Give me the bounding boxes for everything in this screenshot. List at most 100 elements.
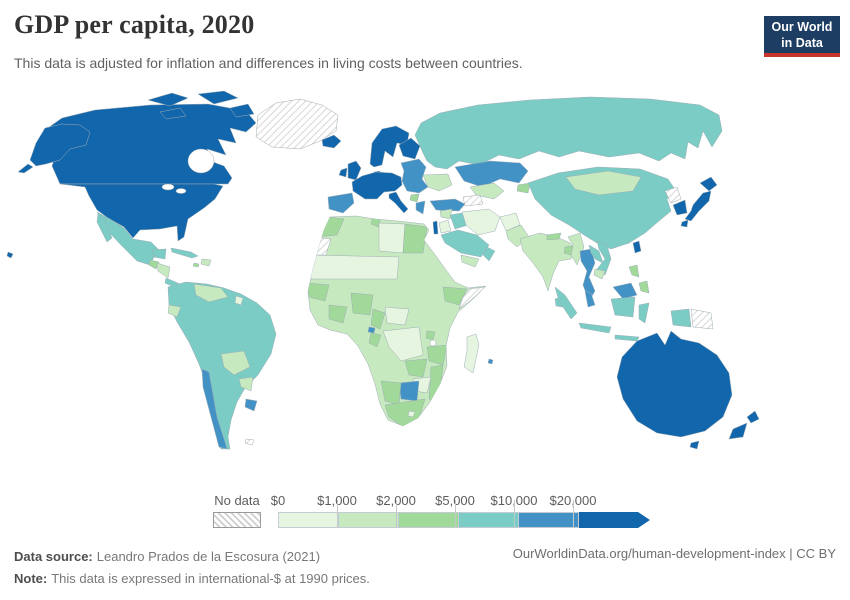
region-iberia[interactable] bbox=[327, 192, 355, 214]
region-iran[interactable] bbox=[461, 208, 501, 236]
region-ethiopia[interactable] bbox=[442, 286, 468, 306]
region-oman[interactable] bbox=[482, 246, 496, 262]
region-honduras-nicaragua[interactable] bbox=[156, 262, 171, 279]
hudson-bay bbox=[187, 148, 215, 174]
region-afghanistan[interactable] bbox=[499, 212, 521, 232]
region-kyrgyzstan-tajikistan[interactable] bbox=[516, 182, 531, 194]
region-greece[interactable] bbox=[415, 200, 426, 215]
owid-logo[interactable]: Our World in Data bbox=[764, 16, 840, 57]
region-russia[interactable] bbox=[414, 96, 723, 170]
region-lesotho[interactable] bbox=[407, 410, 416, 418]
legend-bin-5[interactable] bbox=[579, 512, 650, 528]
region-italy[interactable] bbox=[388, 191, 409, 214]
region-ecuador[interactable] bbox=[167, 304, 182, 318]
region-united-kingdom[interactable] bbox=[347, 160, 362, 181]
region-paraguay[interactable] bbox=[238, 376, 254, 392]
region-alaska[interactable] bbox=[17, 123, 91, 174]
logo-accent-bar bbox=[764, 53, 840, 57]
region-venezuela[interactable] bbox=[193, 283, 229, 303]
region-sahel[interactable] bbox=[308, 254, 400, 280]
region-gabon[interactable] bbox=[368, 332, 382, 348]
region-western-europe[interactable] bbox=[351, 171, 403, 200]
region-chile[interactable] bbox=[201, 368, 228, 450]
region-tasmania[interactable] bbox=[689, 440, 700, 450]
region-guatemala[interactable] bbox=[148, 259, 160, 270]
region-egypt[interactable] bbox=[402, 223, 428, 254]
region-bolivia[interactable] bbox=[220, 350, 251, 376]
region-finland[interactable] bbox=[398, 137, 421, 160]
legend-bin-0[interactable] bbox=[278, 512, 339, 528]
region-myanmar[interactable] bbox=[567, 232, 585, 266]
region-libya[interactable] bbox=[378, 222, 406, 254]
region-jordan[interactable] bbox=[438, 219, 452, 234]
lake-victoria bbox=[429, 339, 437, 347]
legend-no-data-swatch[interactable] bbox=[213, 512, 261, 528]
region-south-korea[interactable] bbox=[672, 199, 688, 216]
region-india[interactable] bbox=[519, 232, 577, 292]
region-mauritius[interactable] bbox=[487, 358, 494, 365]
region-greenland[interactable] bbox=[255, 98, 339, 150]
region-laos[interactable] bbox=[588, 244, 604, 264]
region-malaysia[interactable] bbox=[584, 282, 638, 308]
region-ukraine[interactable] bbox=[422, 173, 453, 192]
region-north-korea[interactable] bbox=[664, 186, 682, 204]
region-guyana[interactable] bbox=[234, 295, 244, 306]
region-indonesia[interactable] bbox=[554, 286, 692, 342]
region-nepal[interactable] bbox=[546, 232, 562, 241]
region-china[interactable] bbox=[527, 166, 677, 250]
region-equatorial-guinea[interactable] bbox=[367, 326, 376, 334]
region-dr-congo[interactable] bbox=[382, 326, 424, 362]
region-south-america[interactable] bbox=[167, 281, 277, 450]
region-zambia[interactable] bbox=[404, 358, 428, 378]
region-ghana[interactable] bbox=[328, 304, 348, 324]
region-caucasus[interactable] bbox=[462, 194, 484, 207]
region-cameroon[interactable] bbox=[370, 308, 386, 330]
region-senegal-guinea[interactable] bbox=[307, 282, 330, 302]
legend-no-data-label: No data bbox=[214, 493, 260, 508]
region-turkey[interactable] bbox=[429, 198, 466, 212]
region-somalia[interactable] bbox=[458, 286, 486, 310]
region-mozambique[interactable] bbox=[428, 364, 444, 406]
region-australia[interactable] bbox=[616, 330, 733, 438]
region-hispaniola[interactable] bbox=[200, 258, 212, 267]
region-central-african-republic[interactable] bbox=[384, 306, 410, 326]
footer-link[interactable]: OurWorldinData.org/human-development-ind… bbox=[512, 546, 836, 561]
region-falkland-islands[interactable] bbox=[244, 438, 255, 446]
region-balkans[interactable] bbox=[409, 193, 420, 203]
note-line: Note: This data is expressed in internati… bbox=[14, 568, 370, 590]
legend-bin-1[interactable] bbox=[338, 512, 399, 528]
legend-bin-3[interactable] bbox=[458, 512, 519, 528]
region-eastern-europe[interactable] bbox=[400, 158, 429, 194]
region-philippines[interactable] bbox=[628, 264, 650, 294]
region-ireland[interactable] bbox=[338, 167, 348, 178]
region-kazakhstan[interactable] bbox=[454, 160, 529, 188]
region-yemen[interactable] bbox=[460, 254, 480, 268]
region-new-zealand[interactable] bbox=[728, 410, 760, 440]
legend-bin-4[interactable] bbox=[518, 512, 579, 528]
region-taiwan[interactable] bbox=[632, 240, 642, 254]
region-western-sahara[interactable] bbox=[305, 236, 332, 256]
world-map bbox=[6, 90, 760, 450]
region-iceland[interactable] bbox=[321, 134, 342, 149]
region-papua-new-guinea[interactable] bbox=[690, 308, 714, 330]
region-united-states[interactable] bbox=[59, 183, 224, 242]
region-cambodia[interactable] bbox=[593, 268, 606, 280]
region-israel[interactable] bbox=[432, 220, 439, 235]
region-hawaii[interactable] bbox=[6, 251, 14, 259]
region-jamaica[interactable] bbox=[192, 262, 200, 268]
page-title: GDP per capita, 2020 bbox=[14, 10, 255, 39]
region-botswana[interactable] bbox=[398, 380, 420, 402]
region-madagascar[interactable] bbox=[463, 333, 480, 374]
legend-bin-2[interactable] bbox=[398, 512, 459, 528]
region-cuba[interactable] bbox=[170, 247, 199, 259]
region-japan[interactable] bbox=[680, 176, 718, 228]
region-mongolia[interactable] bbox=[565, 170, 642, 196]
region-nigeria[interactable] bbox=[350, 292, 374, 316]
great-lakes bbox=[175, 188, 187, 194]
region-syria[interactable] bbox=[439, 208, 453, 220]
region-baja-california[interactable] bbox=[96, 213, 113, 243]
region-yucatan[interactable] bbox=[151, 248, 167, 260]
chart-subtitle: This data is adjusted for inflation and … bbox=[14, 55, 523, 71]
region-uruguay[interactable] bbox=[244, 398, 258, 412]
